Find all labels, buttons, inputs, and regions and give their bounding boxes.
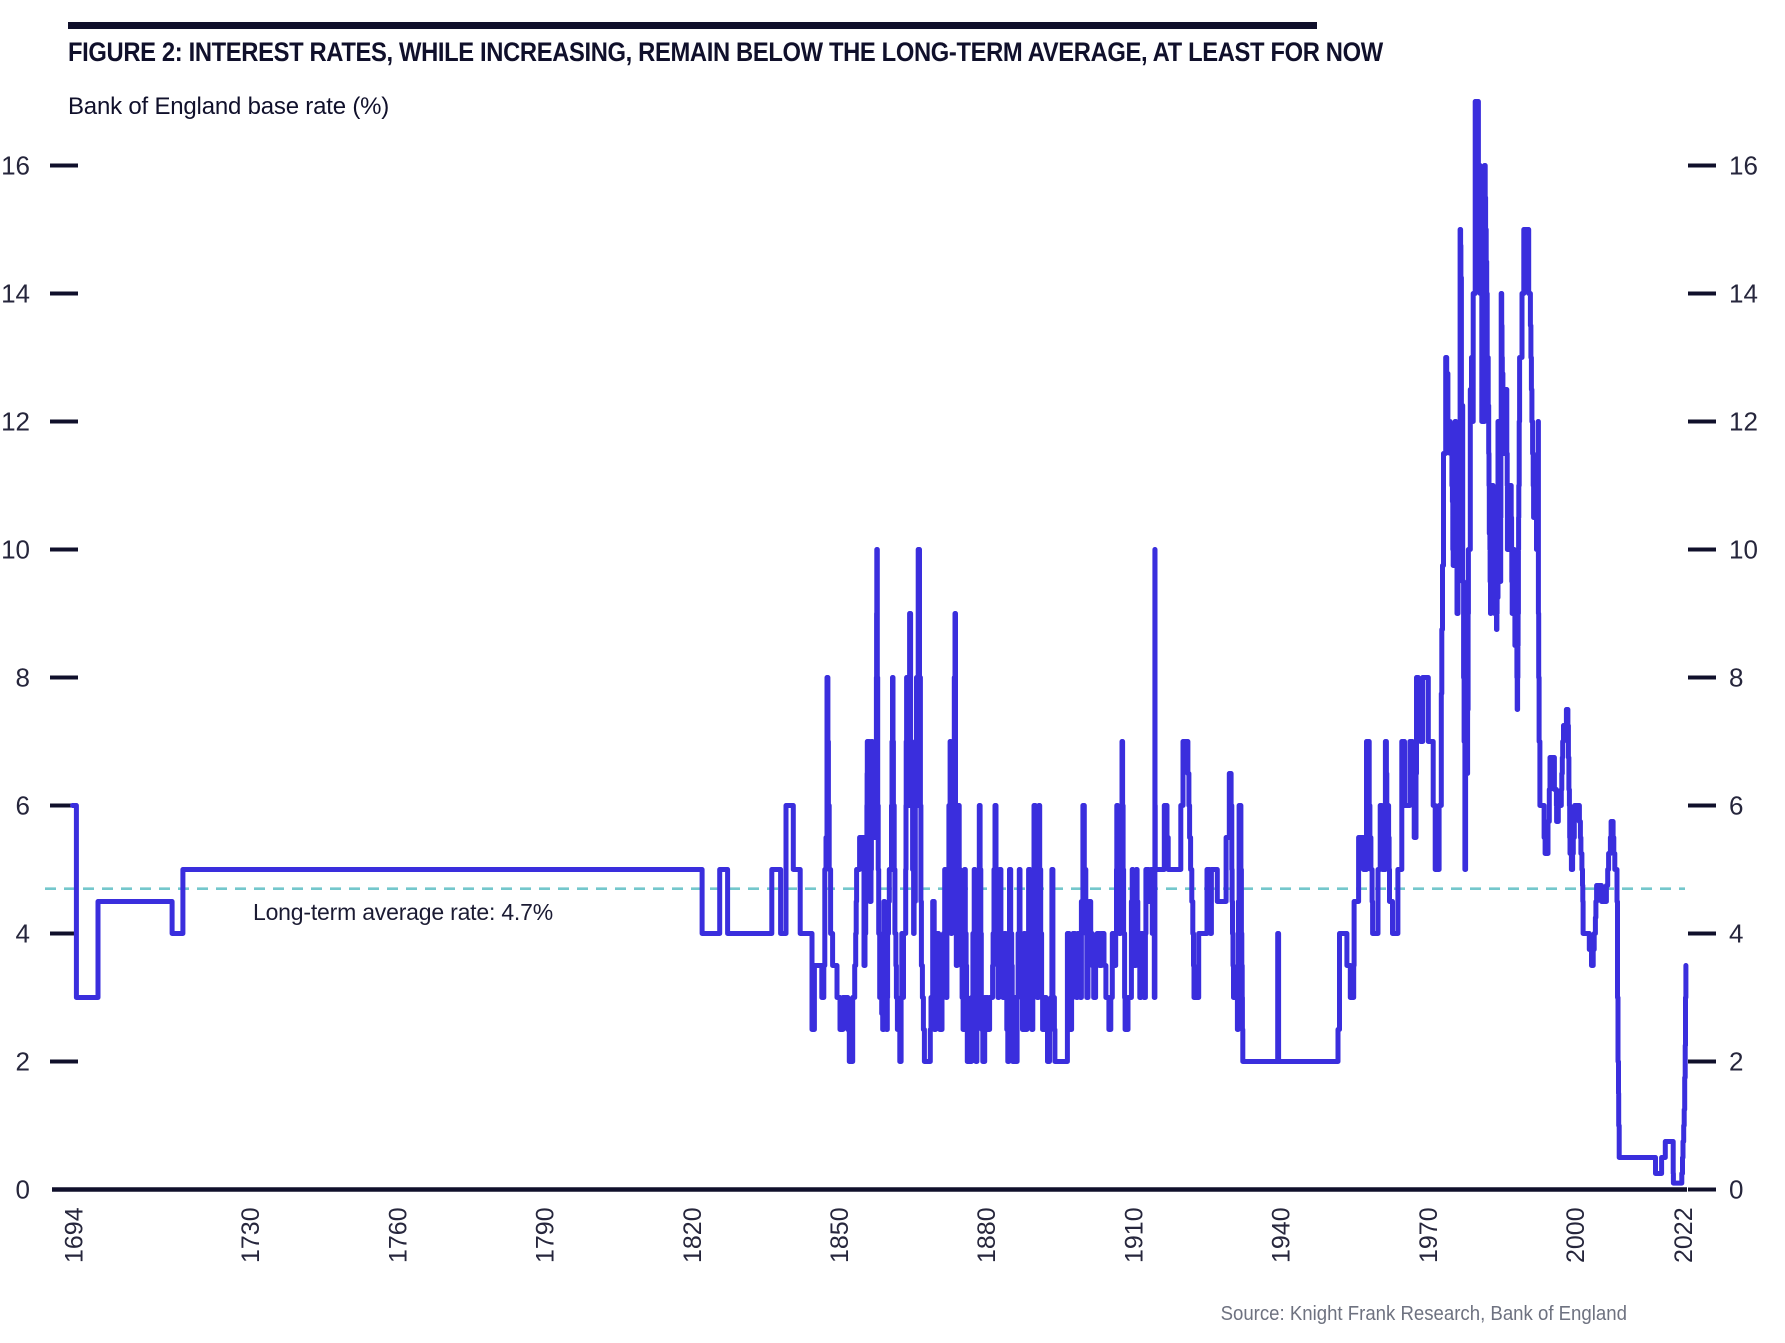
- y-axis-label-left: 16: [1, 151, 30, 181]
- y-axis-label-left: 0: [16, 1175, 30, 1205]
- x-axis-label: 1694: [61, 1207, 89, 1263]
- y-axis-label-left: 14: [1, 279, 30, 309]
- figure-title: FIGURE 2: INTEREST RATES, WHILE INCREASI…: [68, 37, 1383, 67]
- y-axis-label-right: 4: [1729, 919, 1743, 949]
- y-axis-label-right: 6: [1729, 791, 1743, 821]
- base-rate-line: [70, 99, 1689, 1186]
- y-axis-label-left: 8: [16, 663, 30, 693]
- y-axis-label-right: 0: [1729, 1175, 1743, 1205]
- x-axis-label: 1760: [384, 1207, 412, 1263]
- y-axis-label-left: 10: [1, 535, 30, 565]
- y-axis-label-left: 4: [16, 919, 30, 949]
- x-axis-label: 1940: [1268, 1207, 1296, 1263]
- y-axis-label-right: 8: [1729, 663, 1743, 693]
- y-axis-label-right: 16: [1729, 151, 1758, 181]
- x-axis-label: 2000: [1562, 1207, 1590, 1263]
- source-note: Source: Knight Frank Research, Bank of E…: [1220, 1303, 1627, 1325]
- y-axis-label-left: 2: [16, 1047, 30, 1077]
- x-axis-label: 1820: [679, 1207, 707, 1263]
- y-axis-label-right: 10: [1729, 535, 1758, 565]
- y-axis-label-left: 12: [1, 407, 30, 437]
- x-axis-label: 1850: [826, 1207, 854, 1263]
- x-axis-label: 1910: [1120, 1207, 1148, 1263]
- y-axis-label-right: 12: [1729, 407, 1758, 437]
- x-axis-label: 2022: [1670, 1207, 1698, 1263]
- y-axis-label-left: 6: [16, 791, 30, 821]
- figure-subtitle: Bank of England base rate (%): [68, 93, 390, 120]
- y-axis-label-right: 14: [1729, 279, 1758, 309]
- x-axis-label: 1790: [532, 1207, 560, 1263]
- title-rule: [68, 22, 1317, 29]
- x-axis-label: 1970: [1415, 1207, 1443, 1263]
- y-axis-label-right: 2: [1729, 1047, 1743, 1077]
- x-axis-label: 1880: [973, 1207, 1001, 1263]
- x-axis-label: 1730: [237, 1207, 265, 1263]
- average-rate-annotation: Long-term average rate: 4.7%: [253, 899, 553, 925]
